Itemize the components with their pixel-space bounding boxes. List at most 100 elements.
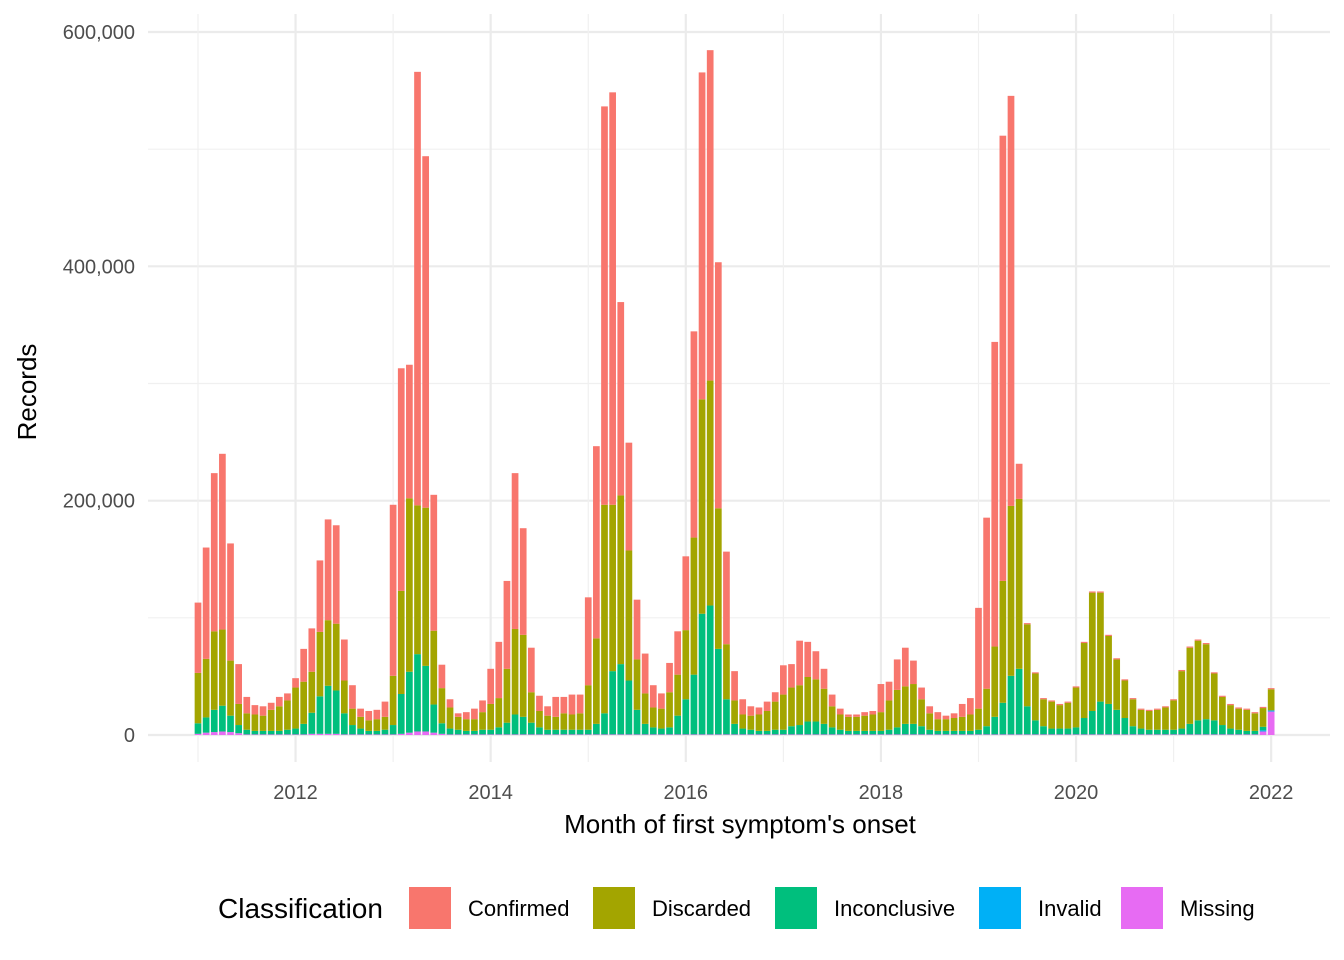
bar-confirmed-2014-10 — [560, 696, 568, 714]
bar-inconclusive-2014-06 — [527, 722, 535, 735]
bar-confirmed-2013-02 — [397, 368, 405, 591]
bar-missing-2017-12 — [869, 734, 877, 735]
bar-inconclusive-2017-08 — [836, 729, 844, 735]
bar-discarded-2013-05 — [422, 507, 429, 666]
bar-discarded-2015-08 — [641, 693, 649, 724]
bar-missing-2017-08 — [836, 734, 844, 735]
bar-confirmed-2013-05 — [422, 156, 429, 508]
bar-confirmed-2017-05 — [812, 651, 820, 680]
bar-inconclusive-2019-04 — [999, 702, 1007, 735]
legend: Classification Confirmed Discarded Inconcl… — [218, 887, 1255, 929]
bar-confirmed-2016-05 — [714, 262, 722, 509]
bar-confirmed-2014-05 — [519, 528, 527, 635]
bar-confirmed-2021-05 — [1202, 643, 1210, 645]
bar-confirmed-2018-07 — [926, 706, 934, 714]
bar-confirmed-2015-12 — [674, 631, 682, 675]
bar-discarded-2017-11 — [861, 715, 869, 731]
bar-missing-2012-01 — [292, 734, 299, 735]
bar-confirmed-2018-04 — [901, 647, 909, 687]
bar-discarded-2011-08 — [251, 714, 259, 731]
bar-confirmed-2013-12 — [479, 700, 486, 713]
bar-discarded-2019-12 — [1064, 702, 1072, 729]
bar-inconclusive-2015-10 — [658, 728, 665, 735]
bar-confirmed-2015-08 — [641, 653, 649, 694]
bar-discarded-2020-12 — [1162, 707, 1169, 730]
bar-inconclusive-2012-09 — [357, 728, 364, 735]
bar-discarded-2015-04 — [609, 504, 616, 672]
bar-inconclusive-2011-06 — [235, 725, 242, 734]
bar-inconclusive-2017-02 — [788, 726, 795, 735]
bar-missing-2016-11 — [763, 734, 771, 735]
bar-missing-2020-07 — [1121, 734, 1129, 735]
bar-inconclusive-2015-06 — [625, 680, 633, 735]
bar-confirmed-2014-11 — [568, 694, 576, 715]
bar-inconclusive-2020-05 — [1105, 703, 1112, 735]
bar-discarded-2017-06 — [820, 688, 828, 724]
bar-confirmed-2017-01 — [780, 665, 787, 695]
bar-inconclusive-2020-08 — [1129, 726, 1137, 735]
bar-confirmed-2018-06 — [918, 687, 925, 700]
bar-confirmed-2016-07 — [731, 671, 738, 701]
y-tick-labels: 0 200,000 400,000 600,000 — [63, 22, 135, 747]
bar-missing-2014-05 — [519, 734, 527, 735]
bar-discarded-2020-04 — [1097, 592, 1104, 702]
bar-discarded-2021-08 — [1227, 705, 1234, 729]
bar-inconclusive-2016-05 — [714, 648, 722, 735]
bar-discarded-2018-11 — [958, 716, 966, 731]
bar-discarded-2016-05 — [714, 508, 722, 649]
bar-discarded-2021-05 — [1202, 644, 1210, 720]
bar-confirmed-2021-12 — [1259, 706, 1267, 709]
bar-confirmed-2012-10 — [365, 710, 373, 721]
bar-discarded-2015-10 — [658, 708, 665, 729]
bar-confirmed-2011-09 — [259, 706, 267, 716]
bar-confirmed-2016-06 — [723, 551, 730, 645]
bar-discarded-2013-06 — [430, 630, 438, 705]
bar-inconclusive-2018-06 — [918, 726, 925, 735]
bar-confirmed-2018-10 — [950, 713, 958, 719]
bar-confirmed-2021-08 — [1227, 703, 1234, 706]
bar-missing-2014-07 — [536, 734, 543, 735]
bar-missing-2015-12 — [674, 734, 682, 735]
bar-discarded-2012-01 — [292, 687, 299, 729]
bar-confirmed-2012-04 — [316, 560, 324, 632]
bar-discarded-2011-10 — [267, 709, 275, 731]
bar-inconclusive-2021-04 — [1194, 720, 1202, 735]
x-tick-label: 2020 — [1054, 782, 1099, 804]
bar-discarded-2020-11 — [1153, 709, 1161, 730]
bar-missing-2018-05 — [910, 734, 917, 735]
bar-missing-2019-08 — [1032, 734, 1039, 735]
bar-confirmed-2014-03 — [503, 580, 511, 669]
bar-discarded-2014-03 — [503, 668, 511, 723]
bar-inconclusive-2016-01 — [682, 699, 690, 735]
bar-confirmed-2016-10 — [755, 707, 763, 715]
bar-discarded-2012-04 — [316, 631, 324, 697]
bar-missing-2012-03 — [308, 733, 316, 735]
y-tick-label: 400,000 — [63, 256, 135, 278]
bar-confirmed-2017-09 — [845, 714, 852, 717]
bar-missing-2014-08 — [544, 734, 551, 735]
bar-discarded-2012-03 — [308, 671, 316, 713]
legend-label-confirmed: Confirmed — [468, 896, 569, 921]
bar-inconclusive-2013-09 — [454, 729, 462, 735]
bar-discarded-2016-11 — [763, 710, 771, 731]
bar-inconclusive-2017-11 — [861, 730, 869, 735]
bar-missing-2014-04 — [511, 734, 519, 735]
bar-inconclusive-2016-08 — [739, 728, 747, 735]
bar-missing-2011-12 — [284, 734, 291, 735]
bar-inconclusive-2014-09 — [552, 729, 560, 735]
bar-confirmed-2015-11 — [666, 662, 673, 693]
bar-confirmed-2021-07 — [1219, 695, 1226, 697]
bar-confirmed-2016-01 — [682, 556, 690, 631]
bar-inconclusive-2021-09 — [1235, 729, 1242, 735]
bar-confirmed-2017-11 — [861, 712, 869, 716]
bar-missing-2018-12 — [967, 734, 974, 735]
bar-inconclusive-2015-11 — [666, 727, 673, 735]
bar-missing-2017-11 — [861, 734, 869, 735]
bar-missing-2018-03 — [893, 734, 901, 735]
bar-missing-2012-09 — [357, 734, 364, 735]
bar-inconclusive-2021-06 — [1210, 720, 1218, 735]
bar-confirmed-2019-10 — [1048, 700, 1055, 702]
bar-discarded-2013-11 — [471, 719, 478, 731]
bar-discarded-2016-04 — [706, 380, 714, 606]
